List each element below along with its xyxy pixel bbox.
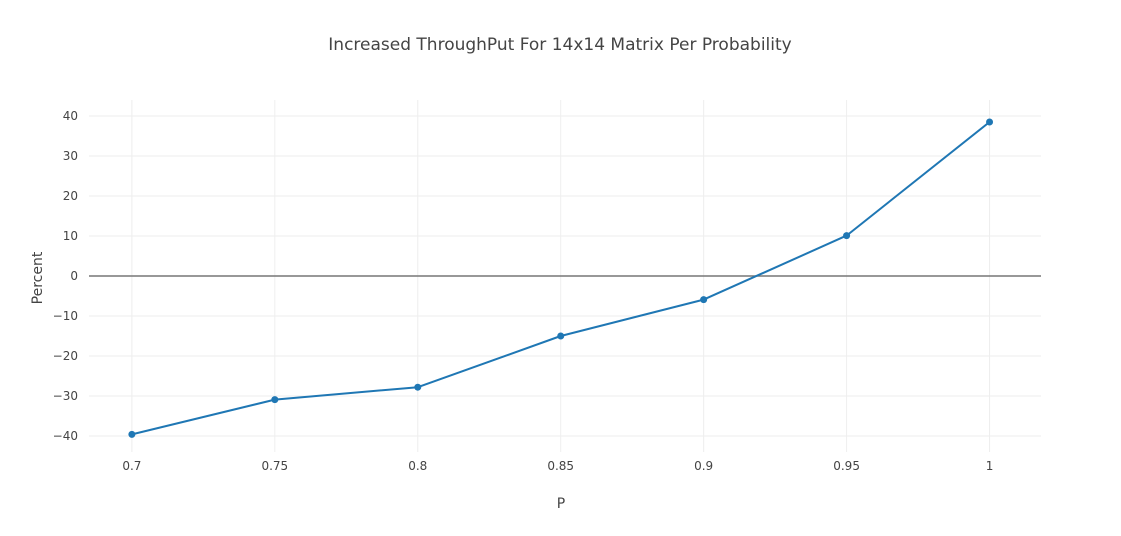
y-tick-label: 10 (63, 229, 78, 243)
x-tick-label: 0.8 (408, 459, 427, 473)
x-axis-title: P (557, 496, 565, 512)
data-point[interactable] (843, 232, 851, 240)
x-tick-label: 0.75 (261, 459, 288, 473)
grid-layer (89, 100, 1041, 452)
y-axis-title: Percent (30, 251, 46, 304)
y-tick-label: 40 (63, 109, 78, 123)
x-tick-label: 0.85 (547, 459, 574, 473)
x-tick-label: 0.7 (122, 459, 141, 473)
data-point[interactable] (128, 430, 136, 438)
x-tick-label: 1 (986, 459, 994, 473)
y-tick-label: −10 (53, 309, 78, 323)
y-tick-label: 20 (63, 189, 78, 203)
x-tick-label: 0.9 (694, 459, 713, 473)
chart-title: Increased ThroughPut For 14x14 Matrix Pe… (328, 35, 791, 55)
data-point[interactable] (271, 396, 279, 404)
series-layer (128, 118, 994, 438)
data-point[interactable] (557, 332, 565, 340)
x-tick-label: 0.95 (833, 459, 860, 473)
y-tick-label: 0 (70, 269, 78, 283)
tick-label-layer: 0.7 0.75 0.8 0.85 0.9 0.95 1 40 30 20 10 0 −10 −20 −30… (53, 109, 994, 473)
y-tick-label: 30 (63, 149, 78, 163)
data-point[interactable] (986, 118, 994, 126)
data-point[interactable] (414, 383, 422, 391)
y-tick-label: −30 (53, 389, 78, 403)
data-point[interactable] (700, 296, 708, 304)
y-tick-label: −20 (53, 349, 78, 363)
y-tick-label: −40 (53, 429, 78, 443)
